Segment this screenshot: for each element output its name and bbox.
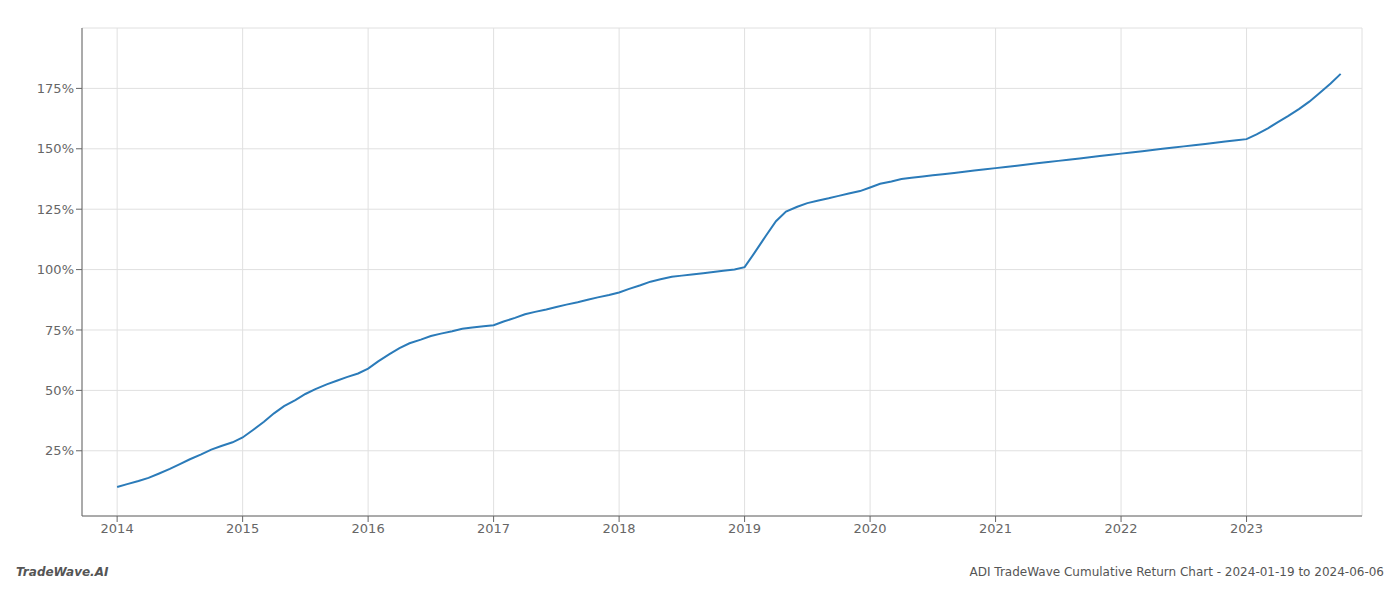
html-text:ADI TradeWave Cumulative Retur: ADI TradeWave Cumulative Return Chart - … (969, 565, 1384, 579)
svg-text:150%: 150% (37, 141, 74, 156)
svg-text:2018: 2018 (603, 521, 636, 536)
svg-text:2015: 2015 (226, 521, 259, 536)
svg-text:2019: 2019 (728, 521, 761, 536)
svg-text:25%: 25% (45, 443, 74, 458)
svg-text:100%: 100% (37, 262, 74, 277)
html-text:TradeWave.AI: TradeWave.AI (16, 565, 109, 579)
svg-text:2017: 2017 (477, 521, 510, 536)
svg-text:175%: 175% (37, 81, 74, 96)
svg-text:2014: 2014 (101, 521, 134, 536)
svg-text:2020: 2020 (854, 521, 887, 536)
svg-text:2021: 2021 (979, 521, 1012, 536)
svg-text:125%: 125% (37, 202, 74, 217)
svg-text:2023: 2023 (1230, 521, 1263, 536)
svg-text:2016: 2016 (352, 521, 385, 536)
svg-text:50%: 50% (45, 383, 74, 398)
svg-text:75%: 75% (45, 323, 74, 338)
svg-text:2022: 2022 (1105, 521, 1138, 536)
